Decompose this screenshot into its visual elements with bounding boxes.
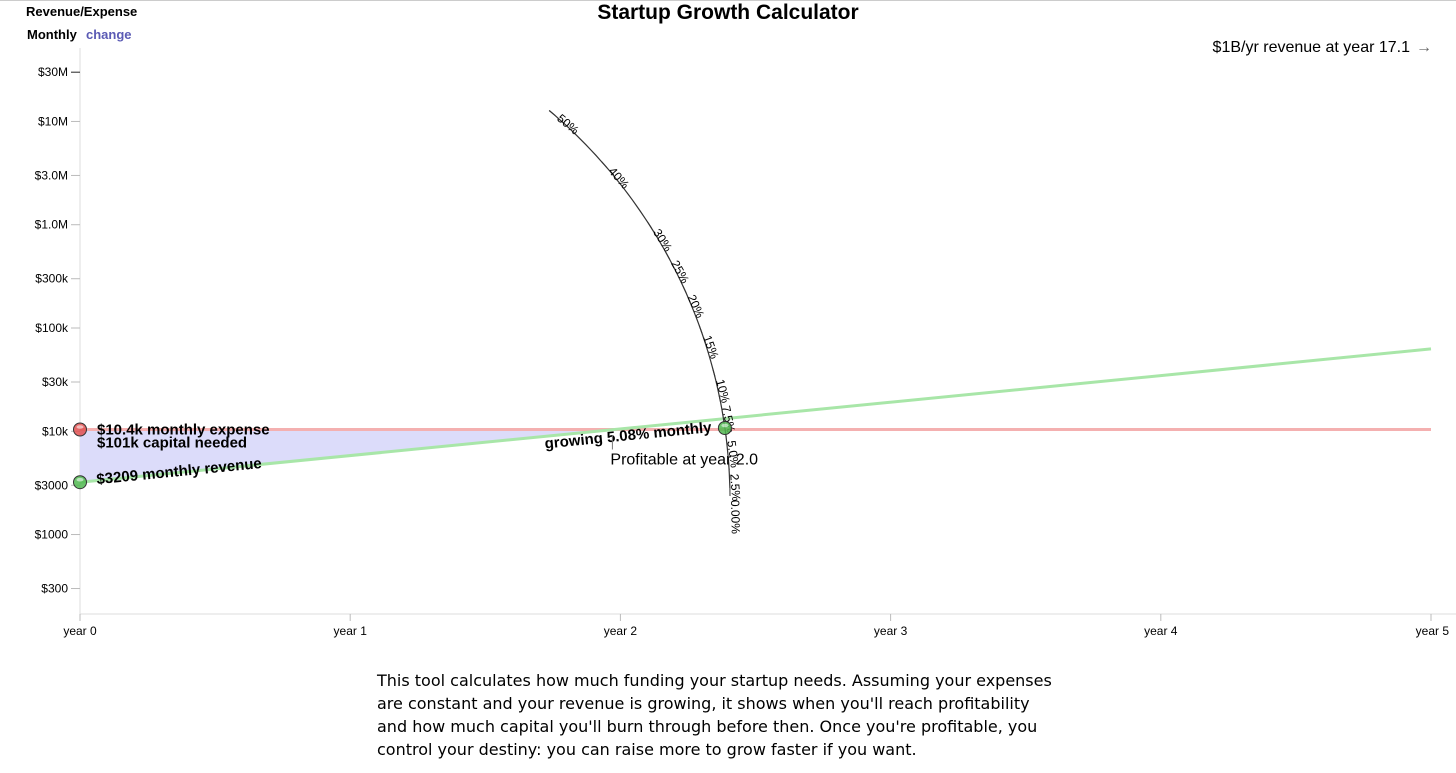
expense-handle-highlight [76,425,84,429]
growth-dial-tick-label: 20% [684,292,707,320]
y-tick-label: $30k [42,375,69,389]
growth-dial-tick [718,394,722,403]
growth-dial-tick-label: 2.5% [727,473,743,502]
growth-dial-tick-label: 0.00% [728,500,743,535]
y-tick-label: $300k [35,272,69,286]
billion-revenue-note: $1B/yr revenue at year 17.1 → [1213,39,1432,57]
y-tick-label: $3.0M [35,168,68,182]
growth-dial-tick [728,462,730,471]
description-text: This tool calculates how much funding yo… [377,671,1052,759]
billion-note-text: $1B/yr revenue at year 17.1 [1212,39,1410,56]
page-title: Startup Growth Calculator [597,1,859,24]
mode-label: Monthly [27,27,77,42]
expense-handle[interactable] [73,422,87,437]
growth-dial-tick-label: 10% [713,378,733,405]
revenue-handle-highlight [76,477,84,482]
growth-dial-tick [665,252,671,260]
growth-dial-tick [548,110,556,116]
growth-dial-tick [682,285,687,294]
x-tick-label: year 3 [874,624,908,638]
growth-dial-tick [712,368,716,377]
expense-label: $10.4k monthly expense [97,422,270,439]
x-tick-label: year 0 [63,624,97,638]
growth-dial-tick [698,325,703,334]
growth-dial-tick-label: 25% [668,258,692,286]
x-tick-label: year 1 [334,624,368,638]
growth-chart: $300 $1000 $3000 $10k $30k $100k $300k $1.0M $3.… [35,48,1456,638]
x-tick-label: year 5 [1416,624,1450,638]
y-tick-label: $100k [35,321,69,335]
y-tick-label: $3000 [35,478,69,492]
panel-title: Revenue/Expense [26,4,138,19]
right-arrow-icon: → [1416,39,1432,56]
capital-needed-label: $101k capital needed [97,435,247,452]
growth-dial-tick-label: 15% [700,333,721,361]
y-tick-label: $10k [42,424,69,438]
growth-dial-tick-label: 50% [554,111,582,137]
revenue-line [79,347,1432,484]
growth-rate-handle[interactable] [717,421,732,435]
y-tick-label: $1.0M [35,218,68,232]
growth-dial-tick-label: 40% [606,164,633,192]
growth-dial-tick [646,221,653,229]
growth-dial-tick [601,161,608,168]
y-tick-label: $1000 [35,528,69,542]
top-border [0,0,1456,1]
profitable-label: Profitable at year 2.0 [610,452,758,469]
revenue-handle[interactable] [73,475,87,490]
x-tick-label: year 4 [1144,624,1178,638]
change-mode-link[interactable]: change [86,27,132,42]
y-tick-label: $300 [41,582,68,596]
growth-dial-arc [548,110,731,489]
y-tick-label: $30M [38,65,68,79]
growth-dial-tick-label: 5.0% [724,440,742,469]
growth-dial-tick-label: 30% [650,226,675,254]
growth-rate-label: growing 5.08% monthly [544,419,713,452]
x-tick-label: year 2 [604,624,638,638]
y-tick-label: $10M [38,114,68,128]
growth-rate-handle-highlight [721,423,729,428]
